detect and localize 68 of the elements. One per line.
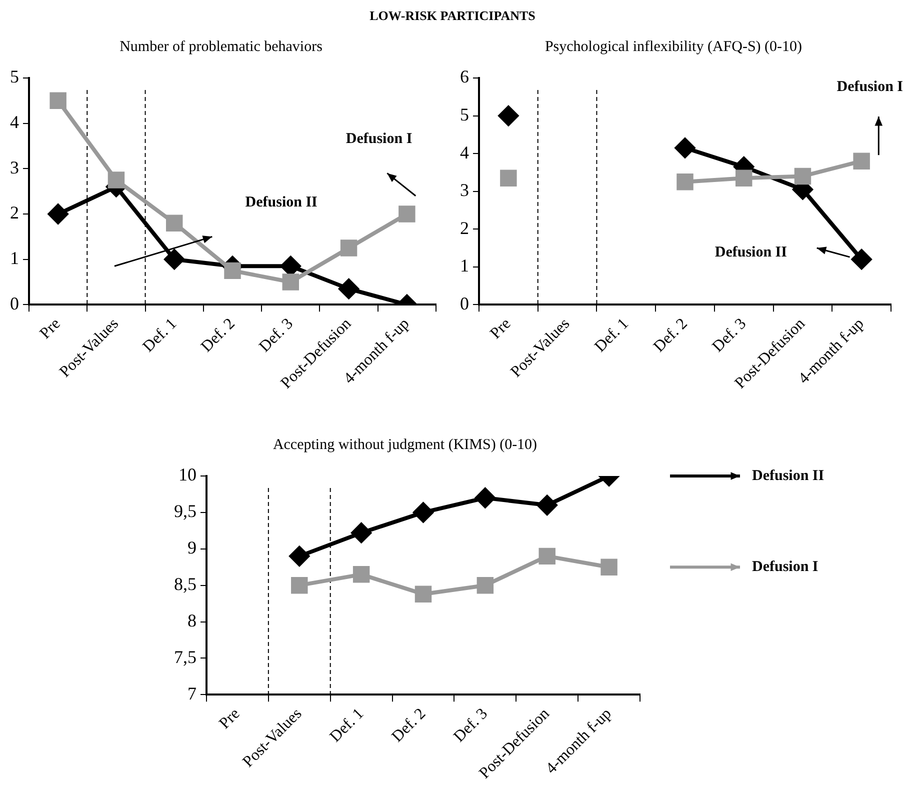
legend-label: Defusion I: [752, 558, 818, 575]
point: [48, 204, 68, 224]
y-tick-label: 3: [10, 157, 19, 178]
chart-title: Psychological inflexibility (AFQ-S) (0-10): [544, 38, 802, 55]
x-tick-label: Pre: [216, 705, 244, 732]
point: [475, 488, 496, 508]
point: [340, 240, 358, 256]
point: [735, 170, 752, 186]
point: [108, 172, 125, 188]
y-tick-label: 7: [188, 683, 196, 704]
point: [50, 92, 66, 110]
x-tick-label: Def. 1: [140, 315, 180, 356]
point: [291, 576, 308, 594]
annotation: Defusion I: [346, 131, 412, 148]
y-tick-label: 8,5: [174, 574, 196, 594]
y-tick-label: 1: [460, 256, 469, 276]
annotation: Defusion II: [245, 194, 318, 211]
y-tick-label: 1: [10, 248, 19, 268]
x-tick-label: Def. 1: [326, 705, 368, 746]
y-tick-label: 0: [460, 293, 469, 314]
point: [224, 262, 241, 280]
point: [675, 138, 695, 158]
y-tick-label: 7,5: [174, 646, 196, 667]
y-tick-label: 9: [188, 538, 196, 558]
point: [351, 522, 372, 543]
y-tick-label: 2: [460, 218, 469, 238]
point: [600, 558, 618, 576]
x-tick-label: Def. 2: [388, 705, 430, 746]
x-tick-label: Pre: [36, 315, 64, 342]
y-tick-label: 0: [10, 293, 19, 314]
point: [414, 586, 432, 602]
y-tick-label: 5: [10, 66, 19, 87]
point: [282, 274, 300, 290]
x-tick-label: Pre: [487, 315, 514, 342]
point: [538, 548, 556, 565]
legend-label: Defusion II: [752, 468, 824, 484]
point: [676, 174, 694, 190]
point: [398, 206, 416, 222]
point: [498, 106, 518, 126]
y-tick-label: 10: [178, 464, 196, 485]
y-tick-label: 8: [188, 610, 196, 631]
y-tick-label: 5: [460, 104, 469, 125]
point: [852, 249, 872, 270]
x-tick-label: Def. 2: [650, 315, 691, 356]
x-tick-label: Def. 2: [198, 315, 238, 356]
y-tick-label: 9,5: [174, 501, 196, 522]
x-tick-label: Def. 1: [592, 315, 632, 356]
point: [352, 566, 370, 583]
annotation: Defusion I: [836, 78, 904, 95]
point: [413, 502, 434, 522]
y-tick-label: 4: [460, 142, 469, 162]
chart-subtitle: Number of problematic behaviors: [120, 38, 323, 55]
point: [338, 278, 359, 299]
chart-title: LOW-RISK PARTICIPANTS: [368, 8, 536, 24]
point: [289, 546, 310, 566]
point: [476, 576, 494, 594]
point: [853, 152, 870, 170]
y-tick-label: 2: [10, 202, 19, 223]
chart-title: Accepting without judgment (KIMS) (0-10): [272, 436, 538, 453]
point: [166, 214, 183, 232]
point: [500, 170, 517, 186]
point: [794, 168, 812, 185]
y-tick-label: 4: [10, 112, 19, 132]
point: [164, 249, 184, 270]
y-tick-label: 3: [460, 180, 469, 200]
point: [537, 495, 558, 516]
y-tick-label: 6: [460, 66, 469, 87]
annotation: Defusion II: [714, 244, 788, 260]
